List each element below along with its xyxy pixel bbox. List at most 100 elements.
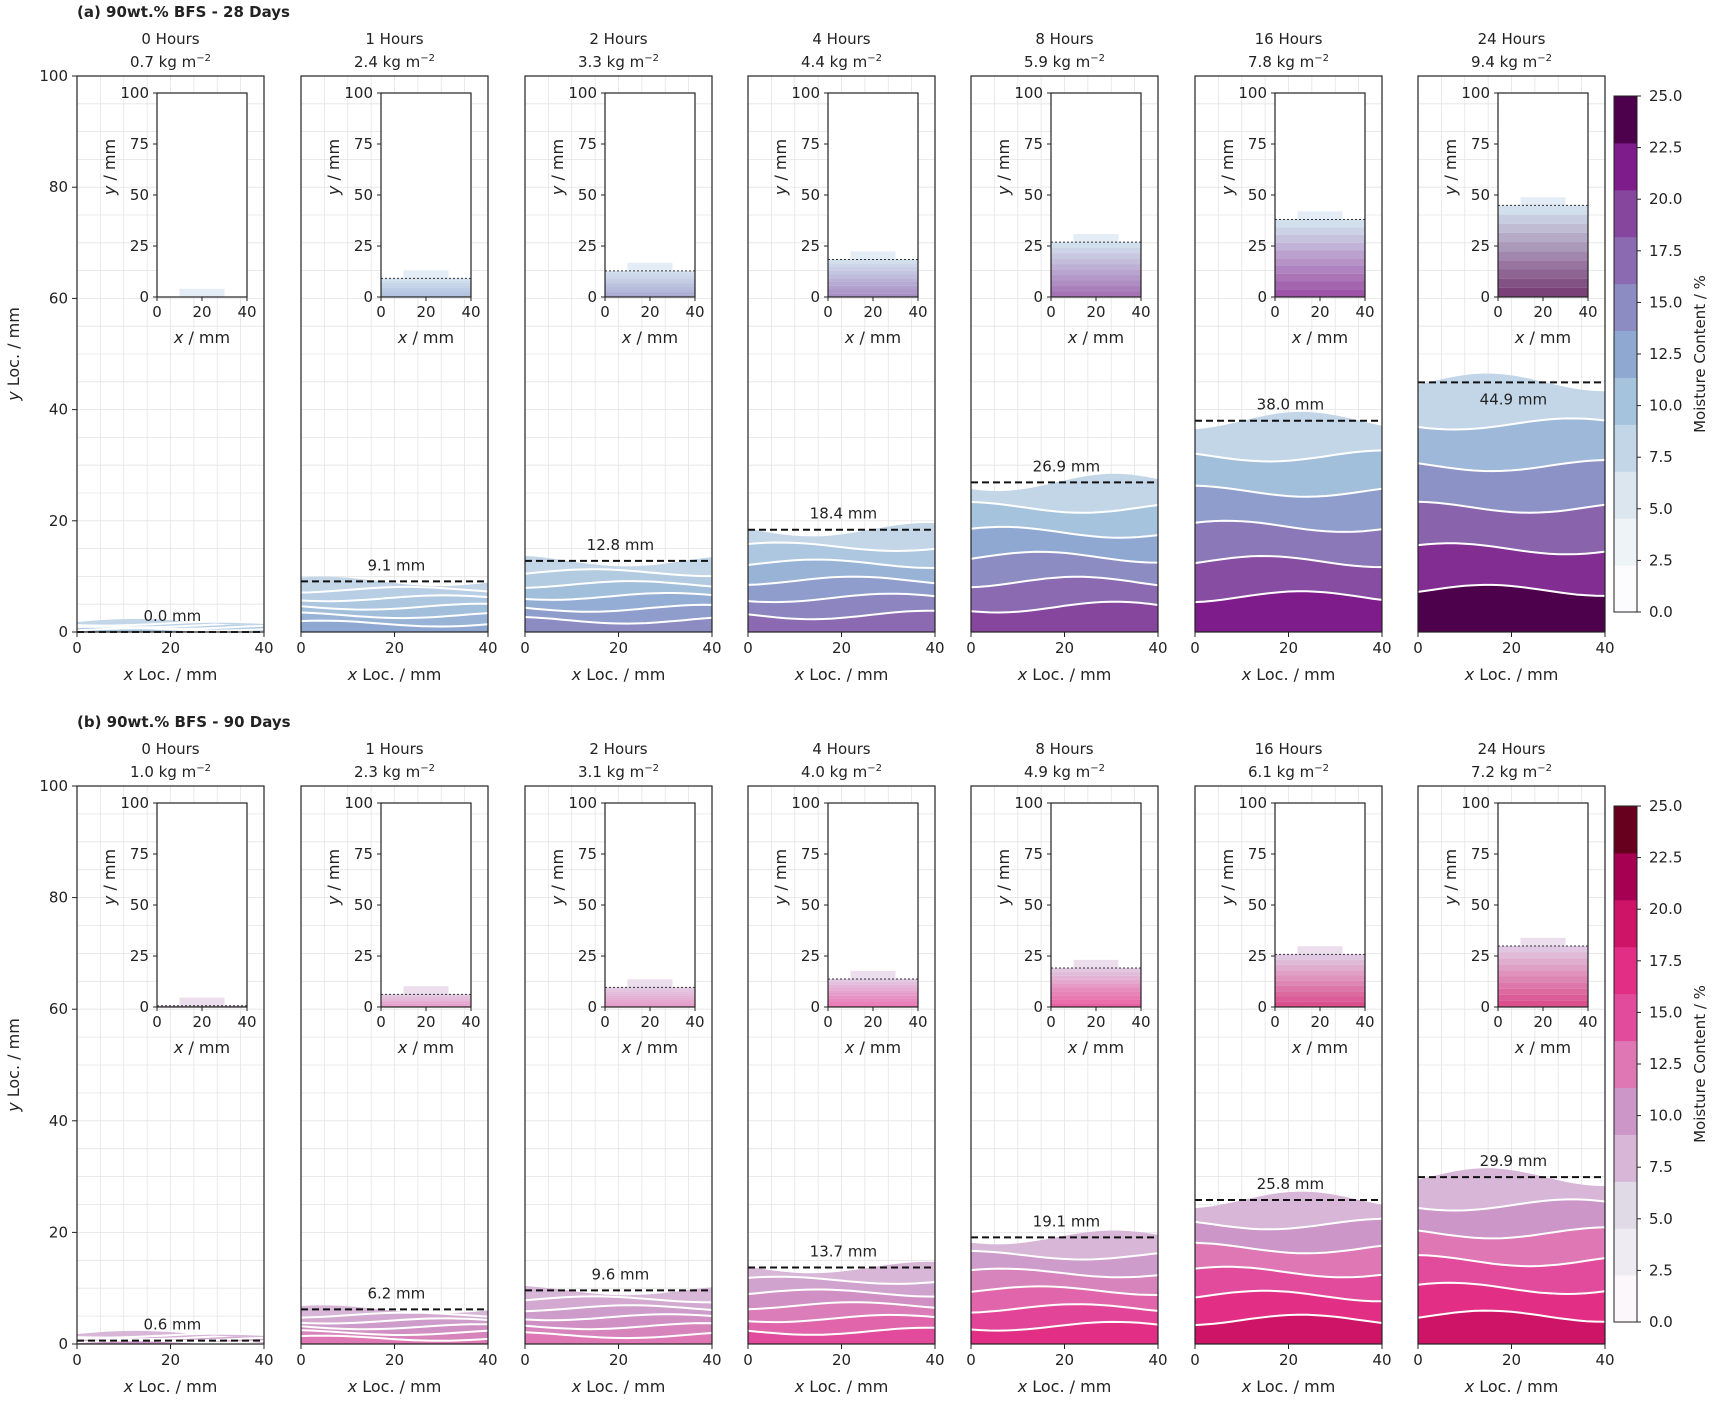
x-axis-label: x Loc. / mm bbox=[1241, 665, 1336, 684]
inset-y-tick-label: 75 bbox=[130, 845, 149, 863]
inset-fringe bbox=[627, 262, 673, 271]
inset-y-label-var: y bbox=[324, 185, 343, 196]
inset-y-label-var: y bbox=[1218, 185, 1237, 196]
colorbar-tick-label: 17.5 bbox=[1649, 952, 1682, 970]
inset-x-label-rest: / mm bbox=[183, 1038, 230, 1057]
inset-band bbox=[1275, 289, 1365, 297]
inset-x-tick-label: 0 bbox=[823, 1013, 833, 1031]
inset-x-label: x / mm bbox=[173, 1038, 230, 1057]
subplot-1-hours: 1 Hours 2.4 kg m−2 9.1 mm 0 20 40 x Loc. / mm 0… bbox=[296, 30, 497, 684]
inset-y-label-var: y bbox=[548, 185, 567, 196]
inset-band bbox=[1051, 999, 1141, 1004]
inset-band bbox=[1051, 242, 1141, 248]
front-label: 38.0 mm bbox=[1257, 396, 1324, 414]
y-tick-label: 60 bbox=[49, 1000, 68, 1018]
inset-x-label-var: x bbox=[397, 1038, 408, 1057]
inset-y-tick-label: 75 bbox=[801, 845, 820, 863]
moisture-bands bbox=[1194, 411, 1383, 632]
inset-y-tick-label: 50 bbox=[578, 186, 597, 204]
inset-y-tick-label: 0 bbox=[810, 998, 820, 1016]
x-axis-label: x Loc. / mm bbox=[1464, 1377, 1559, 1396]
front-label: 19.1 mm bbox=[1033, 1212, 1100, 1230]
x-tick-label: 0 bbox=[743, 1351, 753, 1369]
front-label: 44.9 mm bbox=[1480, 390, 1547, 408]
x-tick-label: 20 bbox=[385, 1351, 404, 1369]
inset-x-tick-label: 0 bbox=[1046, 303, 1056, 321]
contour-line bbox=[1417, 1309, 1606, 1323]
inset-band bbox=[1498, 214, 1588, 224]
inset-band bbox=[1498, 952, 1588, 959]
inset-band bbox=[1051, 971, 1141, 976]
inset-band bbox=[1051, 975, 1141, 980]
moisture-bands bbox=[1417, 373, 1606, 632]
inset-x-label: x / mm bbox=[1067, 328, 1124, 347]
inset-band bbox=[1498, 988, 1588, 995]
moisture-band bbox=[1418, 584, 1605, 632]
inset-x-label: x / mm bbox=[397, 328, 454, 347]
inset-band bbox=[828, 979, 918, 982]
inset-y-label: y / mm bbox=[771, 139, 790, 196]
colorbar-tick-label: 7.5 bbox=[1649, 448, 1673, 466]
mass-exponent: −2 bbox=[1090, 763, 1105, 774]
inset-x-tick-label: 0 bbox=[376, 1013, 386, 1031]
inset-x-tick-label: 40 bbox=[1355, 303, 1374, 321]
inset-y-label-var: y bbox=[1441, 185, 1460, 196]
inset-y-tick-label: 75 bbox=[1471, 135, 1490, 153]
inset-band bbox=[381, 1001, 471, 1004]
x-axis-label-var: x bbox=[794, 665, 805, 684]
x-tick-label: 40 bbox=[925, 1351, 944, 1369]
inset-y-tick-label: 25 bbox=[1471, 947, 1490, 965]
x-axis-label-rest: Loc. / mm bbox=[804, 665, 888, 684]
inset-y-label-rest: / mm bbox=[771, 849, 790, 896]
contour-line bbox=[1417, 1254, 1606, 1268]
colorbar-segment bbox=[1614, 1228, 1637, 1276]
contour-line bbox=[300, 1329, 489, 1336]
inset-y-label-rest: / mm bbox=[1218, 849, 1237, 896]
inset-band bbox=[605, 991, 695, 994]
inset-band bbox=[381, 999, 471, 1001]
moisture-band bbox=[525, 555, 712, 577]
contour-line bbox=[524, 1304, 713, 1313]
x-axis-label-rest: Loc. / mm bbox=[581, 665, 665, 684]
inset-y-tick-label: 25 bbox=[130, 237, 149, 255]
inset-x-label-var: x bbox=[173, 328, 184, 347]
inset-x-tick-label: 20 bbox=[1086, 1013, 1105, 1031]
inset-x-tick-label: 20 bbox=[416, 303, 435, 321]
inset-x-label: x / mm bbox=[621, 1038, 678, 1057]
inset-y-label-var: y bbox=[100, 895, 119, 906]
inset-y-label-var: y bbox=[1441, 895, 1460, 906]
inset-x-tick-label: 20 bbox=[1533, 303, 1552, 321]
x-tick-label: 20 bbox=[1502, 639, 1521, 657]
x-tick-label: 40 bbox=[1148, 639, 1167, 657]
x-tick-label: 0 bbox=[296, 1351, 306, 1369]
colorbar-segment bbox=[1614, 899, 1637, 948]
contour-line bbox=[524, 1322, 713, 1331]
time-label: 8 Hours bbox=[1035, 740, 1093, 758]
inset-background bbox=[381, 93, 471, 297]
subplot-2-hours: 2 Hours 3.1 kg m−2 9.6 mm 0 20 40 x Loc. / mm 0… bbox=[520, 740, 721, 1396]
x-axis-label: x Loc. / mm bbox=[123, 665, 218, 684]
colorbar-segment bbox=[1614, 518, 1637, 566]
subplot-16-hours: 16 Hours 7.8 kg m−2 38.0 mm 0 20 40 x Loc. / m… bbox=[1190, 30, 1391, 684]
colorbar-tick-label: 10.0 bbox=[1649, 1107, 1682, 1125]
inset-band bbox=[1051, 1003, 1141, 1007]
colorbar-segment bbox=[1614, 283, 1637, 332]
inset-band bbox=[828, 281, 918, 286]
colorbar-segment bbox=[1614, 424, 1637, 472]
x-tick-label: 0 bbox=[520, 1351, 530, 1369]
inset-x-tick-label: 20 bbox=[640, 303, 659, 321]
inset-y-tick-label: 100 bbox=[120, 794, 149, 812]
contour-line bbox=[300, 1323, 488, 1331]
inset-band bbox=[1051, 979, 1141, 984]
subplot-1-hours: 1 Hours 2.3 kg m−2 6.2 mm 0 20 40 x Loc. / mm 0… bbox=[296, 740, 497, 1396]
inset-band bbox=[828, 266, 918, 271]
moisture-band bbox=[1418, 460, 1605, 513]
colorbar-tick-label: 12.5 bbox=[1649, 1055, 1682, 1073]
inset-y-label-var: y bbox=[100, 185, 119, 196]
x-tick-label: 0 bbox=[1413, 1351, 1423, 1369]
x-axis-label-var: x bbox=[123, 665, 134, 684]
inset-y-tick-label: 50 bbox=[1248, 186, 1267, 204]
colorbar-segment bbox=[1614, 236, 1637, 285]
inset-y-label-rest: / mm bbox=[994, 849, 1013, 896]
inset-band bbox=[605, 270, 695, 274]
